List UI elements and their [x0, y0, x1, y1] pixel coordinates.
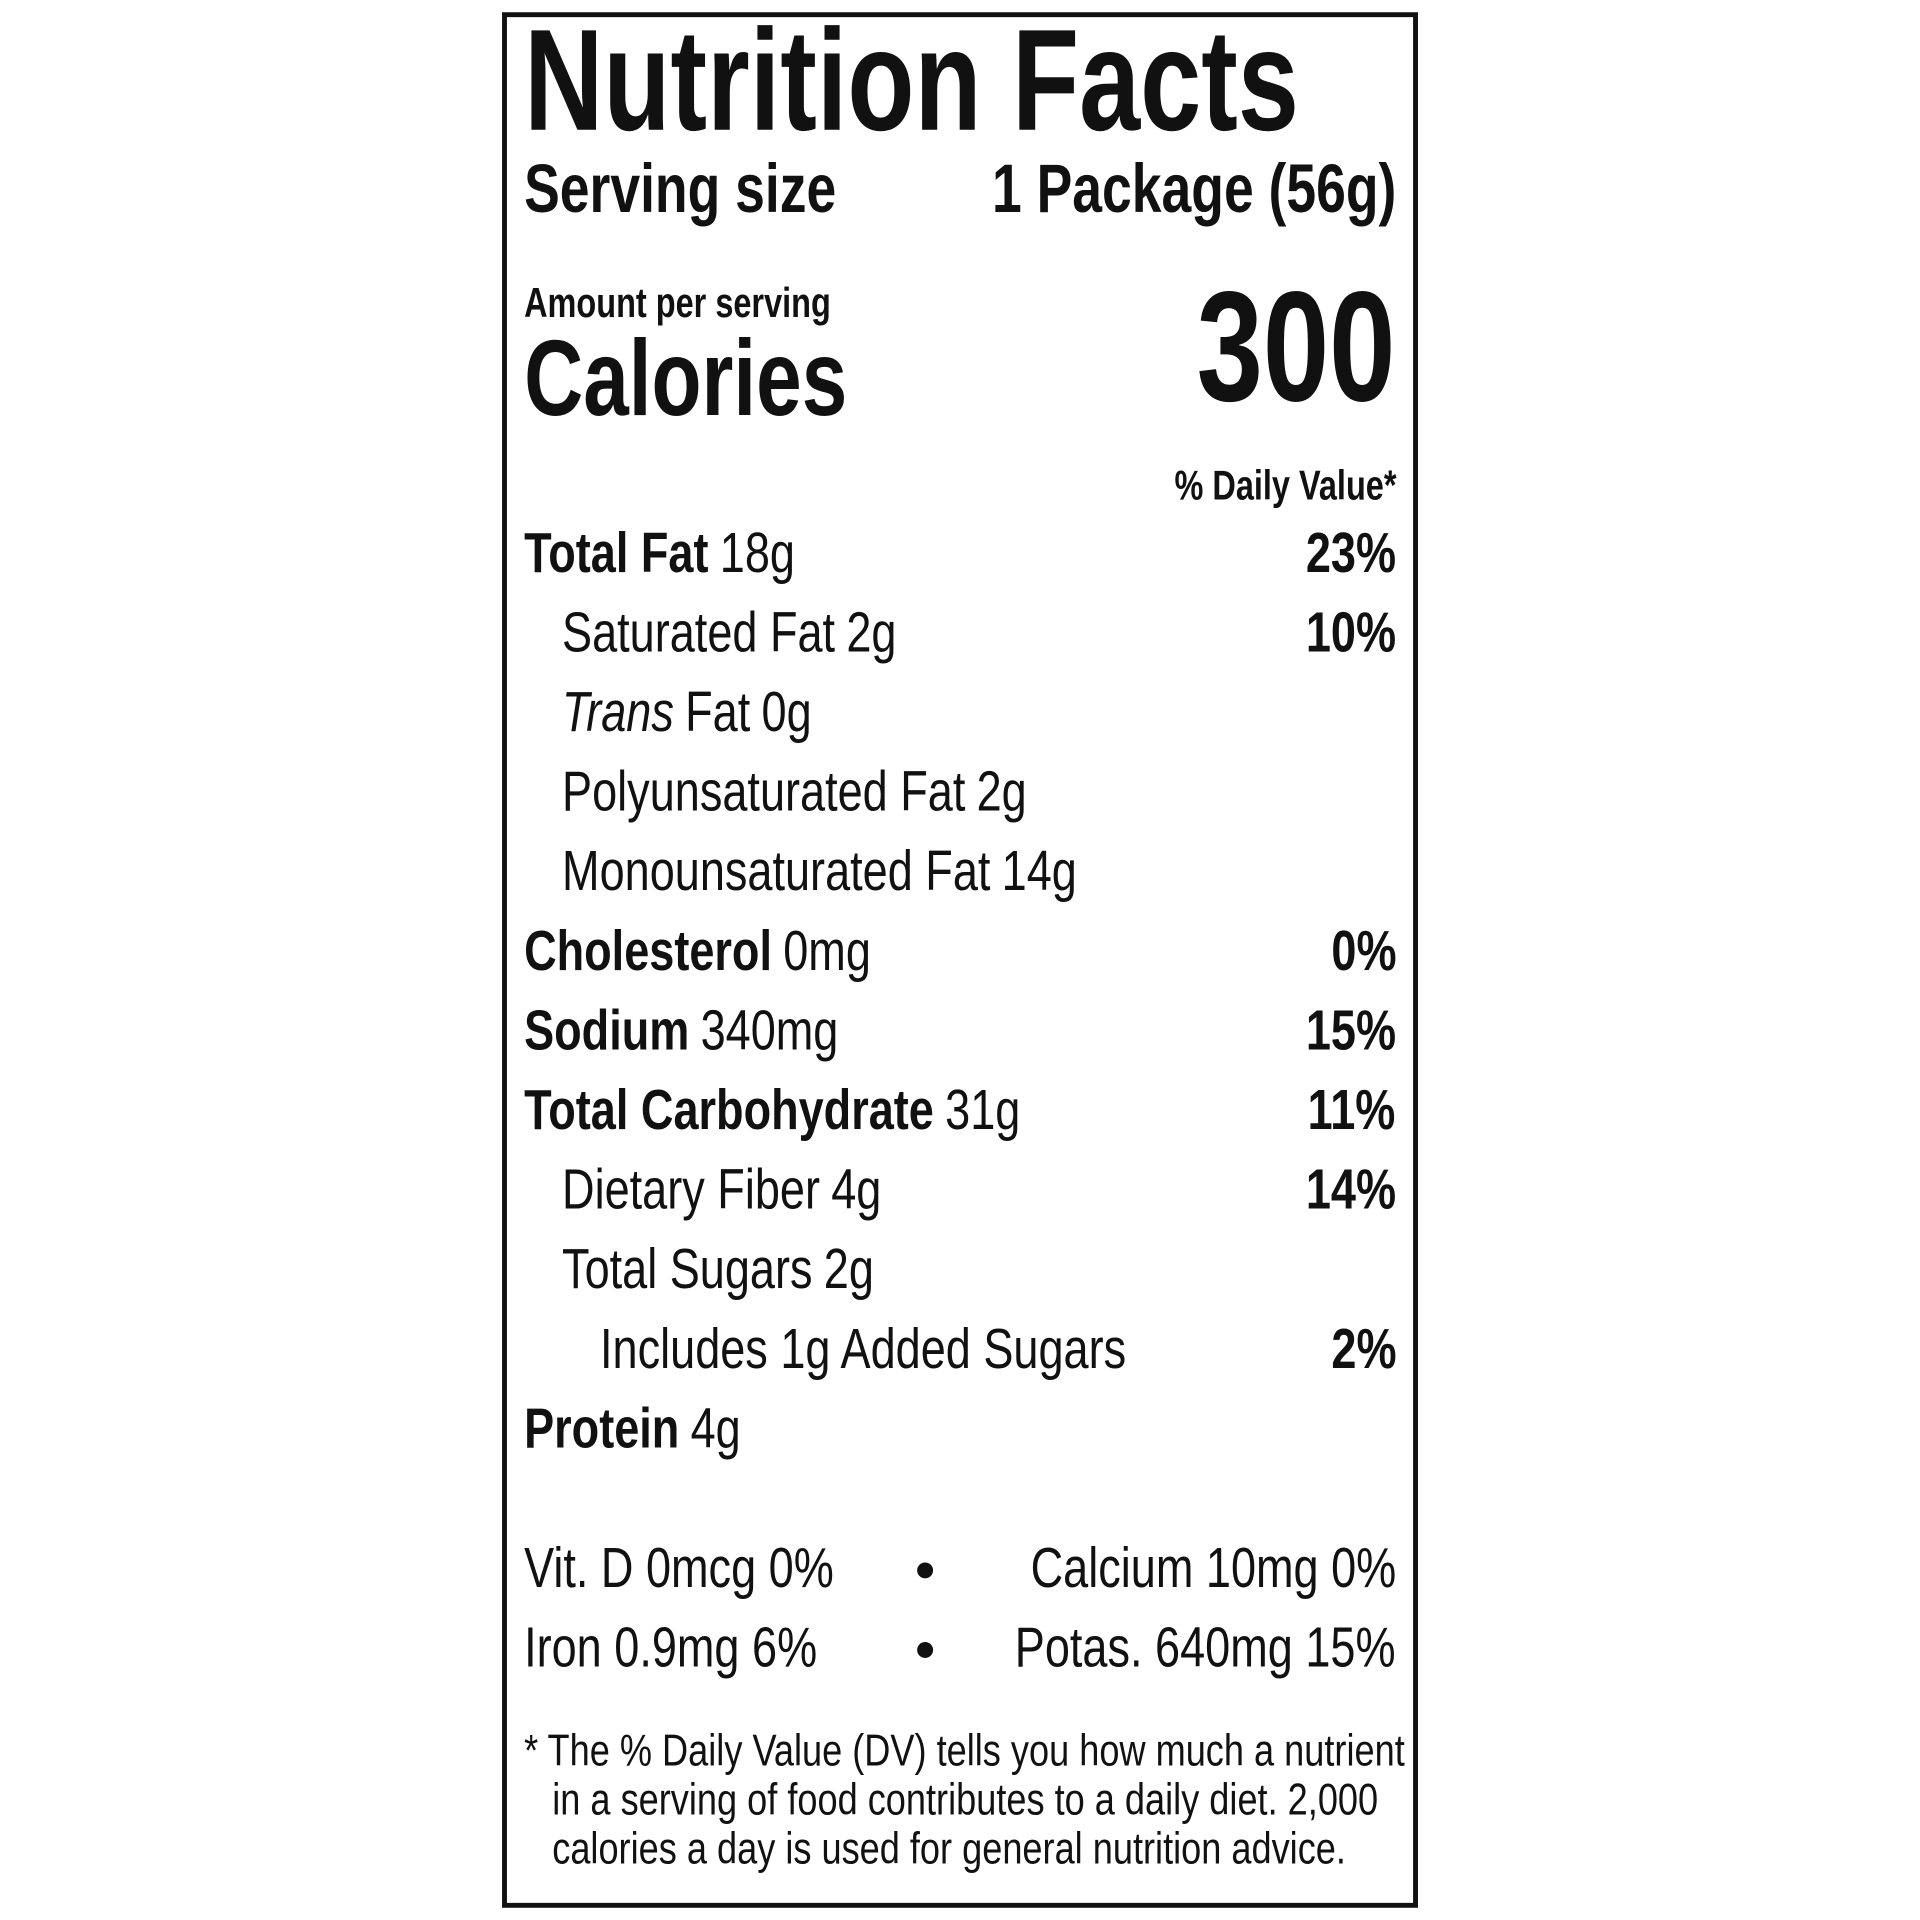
nutrient-name: Sodium: [524, 997, 690, 1062]
amount-per-serving: Amount per serving: [524, 280, 831, 328]
vitamin-right: Calcium 10mg 0%: [1030, 1535, 1396, 1599]
nutrient-name: Saturated Fat: [562, 599, 836, 664]
nutrient-amount: 18g: [719, 520, 795, 584]
bullet: [917, 1642, 934, 1658]
nutrient-row: Dietary Fiber 4g: [562, 1160, 881, 1216]
nutrient-name: Polyunsaturated Fat: [562, 758, 966, 823]
nutrient-name: Fat: [685, 679, 751, 743]
nutrient-name: Protein: [524, 1395, 680, 1460]
nutrient-dv: 0%: [1330, 917, 1396, 982]
nutrient-amount: 4g: [690, 1395, 741, 1460]
bullet: [917, 1562, 934, 1579]
nutrient-name: Total Carbohydrate: [524, 1077, 934, 1141]
footnote-line: * The % Daily Value (DV) tells you how m…: [524, 1725, 1405, 1776]
nutrient-name: Dietary Fiber: [562, 1156, 820, 1221]
nutrient-name-italic: Trans: [562, 679, 674, 743]
nutrient-dv: 14%: [1305, 1156, 1396, 1221]
nutrient-amount: 0g: [761, 679, 812, 743]
nutrient-amount: 2g: [976, 758, 1027, 823]
nutrient-row: Total Carbohydrate 31g: [524, 1081, 1020, 1137]
vitamin-right: Potas. 640mg 15%: [1015, 1614, 1396, 1679]
nutrient-row: Saturated Fat 2g: [562, 603, 896, 659]
nutrient-name: Total Fat: [524, 520, 709, 584]
nutrient-name: Total Sugars: [562, 1236, 813, 1301]
nutrient-row: Monounsaturated Fat 14g: [562, 842, 1077, 898]
nutrient-dv: 2%: [1330, 1315, 1396, 1380]
nutrient-row: Trans Fat 0g: [562, 683, 812, 739]
nutrient-dv: 15%: [1305, 997, 1396, 1062]
nutrient-amount: 2g: [846, 599, 897, 664]
nutrient-name: Cholesterol: [524, 917, 772, 982]
serving-value: 1 Package (56g): [991, 149, 1396, 227]
nutrient-amount: 4g: [831, 1156, 882, 1221]
nutrient-name: Monounsaturated Fat: [562, 838, 991, 903]
nutrient-row: Total Fat 18g: [524, 524, 795, 580]
nutrient-amount: 14g: [1001, 838, 1077, 903]
nutrient-amount: 31g: [945, 1077, 1021, 1141]
nutrient-row: Total Sugars 2g: [562, 1240, 874, 1296]
serving-label: Serving size: [524, 149, 837, 227]
label-border: [502, 12, 1418, 1908]
nutrient-dv: 10%: [1305, 599, 1396, 664]
dv-header: % Daily Value*: [1173, 463, 1396, 510]
nutrient-dv: 11%: [1308, 1077, 1396, 1141]
footnote-line: in a serving of food contributes to a da…: [552, 1774, 1379, 1825]
nutrient-dv: 23%: [1305, 520, 1396, 584]
calories-label: Calories: [524, 316, 848, 438]
nutrient-row: Includes 1g Added Sugars: [600, 1320, 1126, 1376]
vitamin-left: Vit. D 0mcg 0%: [524, 1535, 834, 1599]
vitamin-left: Iron 0.9mg 6%: [524, 1614, 818, 1679]
title: Nutrition Facts: [524, 0, 1299, 162]
calories-value: 300: [1197, 259, 1396, 435]
nutrient-row: Sodium 340mg: [524, 1001, 838, 1057]
nutrient-row: Polyunsaturated Fat 2g: [562, 762, 1027, 818]
nutrient-amount: 340mg: [700, 997, 839, 1062]
nutrient-name: Includes 1g Added Sugars: [600, 1315, 1127, 1380]
nutrient-row: Protein 4g: [524, 1399, 741, 1455]
nutrient-amount: 0mg: [783, 917, 871, 982]
nutrient-amount: 2g: [823, 1236, 874, 1301]
nutrient-row: Cholesterol 0mg: [524, 922, 871, 978]
footnote-line: calories a day is used for general nutri…: [552, 1823, 1346, 1874]
